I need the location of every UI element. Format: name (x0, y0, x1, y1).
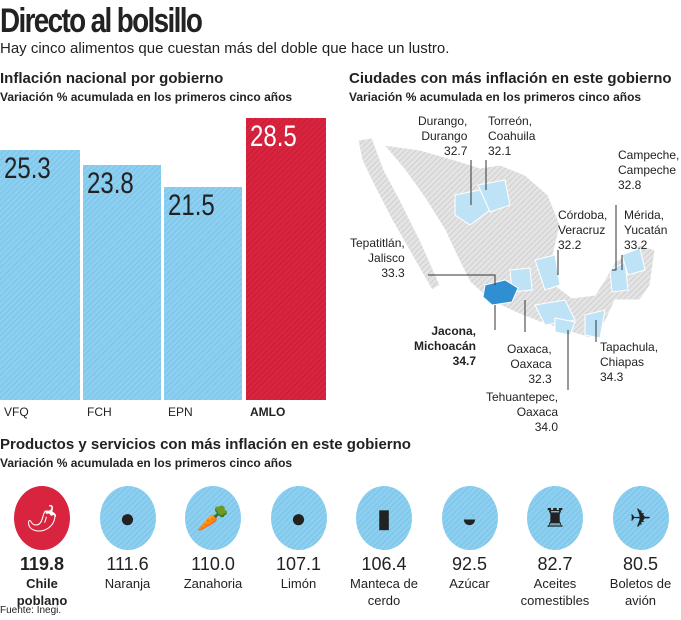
city-value: 32.1 (488, 144, 512, 158)
city-value: 34.0 (534, 420, 559, 434)
bar-category-label: AMLO (250, 405, 286, 419)
product-value: 82.7 (537, 554, 573, 574)
city-value: 34.3 (600, 370, 624, 384)
product-name: Limón (280, 576, 317, 591)
product-value: 80.5 (622, 554, 659, 574)
city-name: Durango, Durango (418, 114, 468, 143)
product-item: 🌶 119.8 Chile poblano (2, 486, 82, 609)
product-name: Zanahoria (183, 576, 243, 591)
oil-bottle-icon-glyph: ♜ (543, 502, 567, 533)
national-title: Inflación nacional por gobierno (0, 70, 224, 87)
product-item: ● 111.6 Naranja (88, 486, 168, 592)
product-value: 107.1 (275, 554, 322, 574)
bar-value-label: 28.5 (250, 120, 297, 153)
city-value: 32.3 (528, 372, 552, 386)
sugar-bowl-icon-glyph: ◒ (461, 502, 478, 533)
city-name: Tapachula, Chiapas (600, 340, 659, 369)
city-name: Mérida, Yucatán (624, 208, 668, 237)
bar-value-label: 21.5 (168, 189, 215, 223)
lard-jar-icon-glyph: ▮ (376, 502, 392, 533)
product-value: 111.6 (106, 554, 149, 574)
baja-california (357, 137, 441, 291)
product-name: Chile poblano (16, 576, 68, 608)
bar-vfq: 25.3 (0, 149, 80, 400)
product-item: ♜ 82.7 Aceites comestibles (515, 486, 595, 609)
city-label: Jacona, Michoacán 34.7 (414, 324, 476, 369)
city-label: Campeche, Campeche 32.8 (618, 148, 679, 193)
oil-bottle-icon: ♜ (527, 486, 583, 550)
product-item: ▮ 106.4 Manteca de cerdo (344, 486, 424, 609)
product-item: 🥕 110.0 Zanahoria (173, 486, 253, 592)
cities-subtitle: Variación % acumulada en los primeros ci… (349, 90, 642, 104)
city-label: Tehuantepec, Oaxaca 34.0 (486, 390, 558, 435)
city-value: 32.7 (444, 144, 468, 158)
bar-value-label: 23.8 (87, 166, 134, 200)
bar-amlo: 28.5 (246, 118, 326, 400)
product-item: ◒ 92.5 Azúcar (430, 486, 510, 592)
orange-icon: ● (99, 486, 156, 550)
carrot-icon-glyph: 🥕 (196, 502, 230, 533)
city-label: Tapachula, Chiapas 34.3 (600, 340, 658, 385)
leader-lines (428, 160, 623, 390)
product-item: ✈ 80.5 Boletos de avión (601, 486, 681, 609)
city-value: 32.8 (618, 178, 642, 192)
city-name: Tepatitlán, Jalisco (350, 236, 405, 265)
lemon-icon-glyph: ● (290, 502, 307, 533)
bar-category-label: VFQ (4, 405, 29, 419)
bar-epn: 21.5 (164, 187, 242, 400)
product-item: ● 107.1 Limón (259, 486, 339, 592)
lemon-icon: ● (270, 486, 327, 550)
product-value: 110.0 (191, 554, 235, 574)
product-value: 92.5 (451, 554, 488, 574)
bar-fch: 23.8 (83, 164, 161, 400)
orange-icon-glyph: ● (119, 502, 136, 533)
city-name: Torreón, Coahuila (488, 114, 536, 143)
city-name: Tehuantepec, Oaxaca (486, 390, 559, 419)
product-value: 106.4 (361, 554, 407, 574)
city-value: 33.3 (381, 266, 405, 280)
page-title: Directo al bolsillo (0, 2, 203, 40)
cities-title: Ciudades con más inflación en este gobie… (349, 70, 672, 87)
page-subtitle: Hay cinco alimentos que cuestan más del … (0, 40, 450, 57)
city-value: 32.2 (558, 238, 582, 252)
plane-ticket-icon-glyph: ✈ (629, 502, 652, 533)
chili-pepper-icon-glyph: 🌶 (25, 502, 59, 533)
city-name: Córdoba, Veracruz (558, 208, 608, 237)
product-name: Boletos de avión (609, 576, 672, 608)
source-note: Fuente: Inegi. (0, 605, 62, 616)
city-label: Tepatitlán, Jalisco 33.3 (350, 236, 405, 281)
city-name: Campeche, Campeche (618, 148, 680, 177)
product-name: Naranja (104, 576, 151, 591)
bar-category-label: FCH (87, 405, 112, 419)
city-name: Jacona, Michoacán (414, 324, 477, 353)
product-value: 119.8 (19, 554, 65, 574)
carrot-icon: 🥕 (185, 486, 241, 550)
city-value: 34.7 (452, 354, 477, 368)
city-label: Durango, Durango 32.7 (418, 114, 467, 159)
city-label: Mérida, Yucatán 33.2 (624, 208, 667, 253)
city-label: Oaxaca, Oaxaca 32.3 (507, 342, 552, 387)
chili-pepper-icon: 🌶 (14, 486, 70, 550)
city-label: Torreón, Coahuila 32.1 (488, 114, 535, 159)
product-name: Manteca de cerdo (350, 576, 418, 608)
product-name: Aceites comestibles (520, 576, 590, 608)
mainland (382, 144, 656, 339)
city-value: 33.2 (624, 238, 648, 252)
lard-jar-icon: ▮ (356, 486, 412, 550)
jacona-highlight (482, 279, 519, 306)
product-name: Azúcar (449, 576, 490, 591)
national-subtitle: Variación % acumulada en los primeros ci… (0, 90, 293, 104)
mexico-map (357, 137, 656, 390)
bar-category-label: EPN (168, 405, 193, 419)
city-label: Córdoba, Veracruz 32.2 (558, 208, 607, 253)
plane-ticket-icon: ✈ (612, 486, 669, 550)
bar-value-label: 25.3 (4, 151, 51, 185)
city-name: Oaxaca, Oaxaca (507, 342, 552, 371)
products-subtitle: Variación % acumulada en los primeros ci… (0, 456, 293, 470)
products-title: Productos y servicios con más inflación … (0, 436, 411, 453)
sugar-bowl-icon: ◒ (441, 486, 498, 550)
